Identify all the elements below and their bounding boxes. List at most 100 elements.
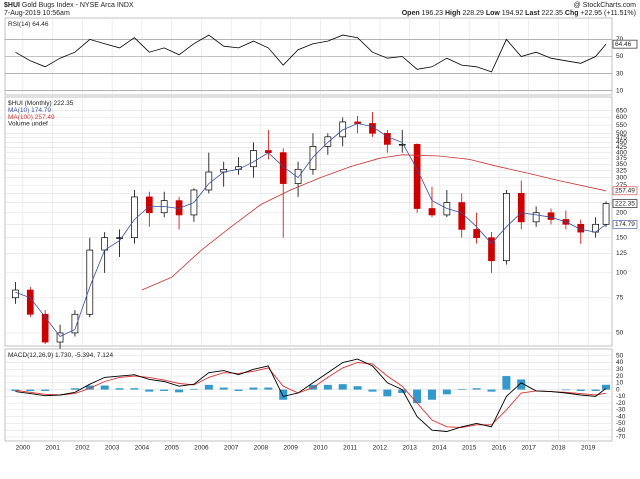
histogram-bar bbox=[442, 389, 451, 395]
candle-body bbox=[339, 121, 347, 138]
y-tick-label: -50 bbox=[616, 420, 626, 427]
histogram-bar bbox=[115, 388, 124, 390]
y-tick-label: 200 bbox=[616, 209, 627, 216]
histogram-bar bbox=[413, 389, 422, 404]
y-tick-label: 50 bbox=[616, 53, 624, 60]
candle-body bbox=[12, 289, 19, 299]
histogram-bar bbox=[279, 389, 288, 400]
legend-entry: Volume undef bbox=[8, 121, 48, 128]
quote-value: 196.23 bbox=[422, 10, 444, 17]
quote-label: Chg bbox=[565, 10, 579, 17]
candle-body bbox=[86, 249, 94, 315]
y-tick-label: 75 bbox=[616, 294, 624, 301]
candle-body bbox=[56, 332, 64, 343]
value-box bbox=[612, 39, 638, 49]
histogram-bar bbox=[323, 384, 332, 390]
x-tick-label: 2001 bbox=[45, 445, 60, 452]
x-tick-label: 2014 bbox=[432, 445, 447, 452]
histogram-bar bbox=[204, 384, 213, 390]
legend-entry: MA(10) 174.79 bbox=[8, 107, 51, 114]
x-tick-label: 2002 bbox=[75, 445, 90, 452]
candle-body bbox=[428, 208, 436, 216]
value-box-label: 222.35 bbox=[615, 200, 635, 207]
y-tick-label: 40 bbox=[616, 359, 624, 366]
y-tick-label: 0 bbox=[616, 386, 620, 393]
candle-body bbox=[309, 146, 317, 170]
title: Gold Bugs Index - NYSE Arca INDX bbox=[22, 2, 134, 9]
y-tick-label: 125 bbox=[616, 250, 627, 257]
legend-entry: MACD(12,26,9) 1.730, -5.394, 7.124 bbox=[8, 352, 114, 359]
histogram-bar bbox=[487, 389, 496, 392]
x-tick-label: 2010 bbox=[313, 445, 328, 452]
candle-body bbox=[413, 144, 421, 209]
histogram-bar bbox=[160, 389, 169, 391]
y-tick-label: 275 bbox=[616, 182, 627, 189]
histogram-bar bbox=[234, 389, 243, 391]
y-tick-label: -70 bbox=[616, 434, 626, 441]
histogram-bar bbox=[338, 384, 347, 390]
legend-text: RSI(14) bbox=[8, 21, 30, 28]
y-tick-label: -10 bbox=[616, 393, 626, 400]
histogram-bar bbox=[398, 389, 407, 393]
x-tick-label: 2007 bbox=[224, 445, 239, 452]
histogram-bar bbox=[427, 389, 436, 400]
x-tick-label: 2006 bbox=[194, 445, 209, 452]
histogram-bar bbox=[561, 389, 570, 391]
x-tick-label: 2013 bbox=[402, 445, 417, 452]
y-tick-label: 30 bbox=[616, 70, 624, 77]
histogram-bar bbox=[249, 387, 258, 390]
y-tick-label: 70 bbox=[616, 36, 624, 43]
y-tick-label: -40 bbox=[616, 413, 626, 420]
x-tick-label: 2008 bbox=[254, 445, 269, 452]
y-tick-label: 10 bbox=[616, 380, 624, 387]
legend-entry: RSI(14) 64.46 bbox=[8, 21, 49, 28]
candle-body bbox=[602, 203, 610, 225]
rsi-line bbox=[15, 34, 607, 73]
y-tick-label: 475 bbox=[616, 134, 627, 141]
histogram-bar bbox=[219, 387, 228, 390]
x-tick-label: 2017 bbox=[521, 445, 536, 452]
histogram-bar bbox=[353, 386, 362, 390]
candle-body bbox=[398, 144, 406, 146]
brand: @ StockCharts.com bbox=[574, 2, 637, 9]
histogram-bar bbox=[145, 389, 154, 392]
candle-body bbox=[71, 313, 79, 334]
y-tick-label: 500 bbox=[616, 130, 627, 137]
y-tick-label: 10 bbox=[616, 87, 624, 94]
histogram-bar bbox=[100, 385, 109, 390]
histogram-bar bbox=[517, 379, 526, 390]
y-tick-label: 30 bbox=[616, 366, 624, 373]
histogram-bar bbox=[41, 389, 50, 391]
value-box-label: 174.79 bbox=[615, 221, 635, 228]
y-tick-label: 400 bbox=[616, 149, 627, 156]
x-tick-label: 2016 bbox=[492, 445, 507, 452]
header-title-line: $HUI Gold Bugs Index - NYSE Arca INDX bbox=[4, 2, 134, 9]
histogram-bar bbox=[576, 389, 585, 391]
value-box-label: 64.46 bbox=[615, 41, 632, 48]
macd-line bbox=[15, 358, 607, 432]
y-tick-label: -30 bbox=[616, 407, 626, 414]
y-tick-label: -20 bbox=[616, 400, 626, 407]
y-tick-label: 550 bbox=[616, 122, 627, 129]
histogram-bar bbox=[602, 384, 611, 390]
legend-text: MACD(12,26,9) bbox=[8, 352, 53, 359]
candle-body bbox=[101, 237, 109, 251]
date: 7-Aug-2019 10:56am bbox=[4, 10, 70, 17]
symbol: $HUI bbox=[4, 2, 20, 9]
y-tick-label: 300 bbox=[616, 174, 627, 181]
y-tick-label: 325 bbox=[616, 167, 627, 174]
quote-label: High bbox=[445, 10, 461, 17]
histogram-bar bbox=[457, 388, 466, 390]
legend-text: 174.79 bbox=[31, 107, 51, 114]
candle-body bbox=[458, 202, 466, 230]
candle-body bbox=[532, 212, 540, 223]
quote-label: Last bbox=[525, 10, 540, 17]
candle-body bbox=[250, 150, 257, 168]
candle-body bbox=[205, 171, 213, 191]
y-tick-label: 20 bbox=[616, 373, 624, 380]
candle-body bbox=[41, 313, 49, 343]
x-tick-label: 2003 bbox=[105, 445, 120, 452]
value-box bbox=[612, 199, 638, 208]
moving-average bbox=[15, 123, 607, 337]
candle-body bbox=[116, 237, 123, 239]
